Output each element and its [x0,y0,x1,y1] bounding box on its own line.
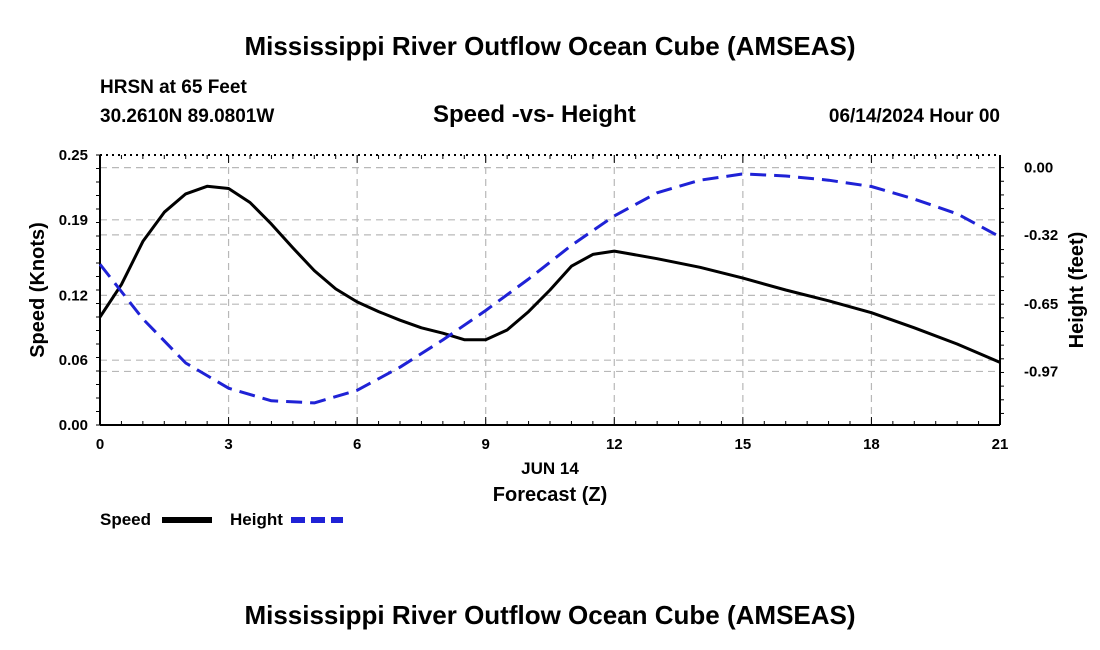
label-layer: 0 3 6 9 12 15 18 21 0.00 0.06 0.12 0.19 0.25 0.00 -0.3… [27,147,1088,506]
y-right-axis-label: Height (feet) [1066,232,1088,349]
x-tick-label: 15 [735,436,752,453]
y-right-tick-label: -0.32 [1024,227,1058,244]
x-axis-label: Forecast (Z) [493,484,607,506]
tick-layer [96,154,1004,426]
legend-height-label: Height [230,510,283,529]
chart-subtitle: Speed -vs- Height [433,101,636,128]
station-label: HRSN at 65 Feet [100,77,247,98]
grid-layer [100,155,1000,425]
y-right-tick-label: -0.97 [1024,363,1058,380]
y-tick-label: 0.19 [59,212,88,229]
x-tick-label: 9 [482,436,490,453]
x-tick-label: 0 [96,436,104,453]
y-right-tick-label: 0.00 [1024,160,1053,177]
legend-speed-label: Speed [100,510,151,529]
y-tick-label: 0.00 [59,417,88,434]
series-speed-line [98,184,1001,364]
y-axis-label: Speed (Knots) [27,222,49,358]
series-layer [98,172,1001,405]
y-tick-label: 0.12 [59,287,88,304]
series-height-line [98,172,1001,405]
y-tick-label: 0.25 [59,147,88,164]
x-axis-date-label: JUN 14 [521,459,579,478]
x-tick-label: 18 [863,436,880,453]
y-tick-label: 0.06 [59,352,88,369]
x-tick-label: 3 [224,436,232,453]
legend: Speed Height [100,510,343,529]
footer-title: Mississippi River Outflow Ocean Cube (AM… [244,600,856,630]
x-tick-label: 21 [992,436,1009,453]
x-tick-label: 12 [606,436,623,453]
coordinates-label: 30.2610N 89.0801W [100,106,275,127]
x-tick-label: 6 [353,436,361,453]
date-label: 06/14/2024 Hour 00 [828,106,1000,127]
chart-title: Mississippi River Outflow Ocean Cube (AM… [244,31,856,61]
y-right-tick-label: -0.65 [1024,296,1058,313]
